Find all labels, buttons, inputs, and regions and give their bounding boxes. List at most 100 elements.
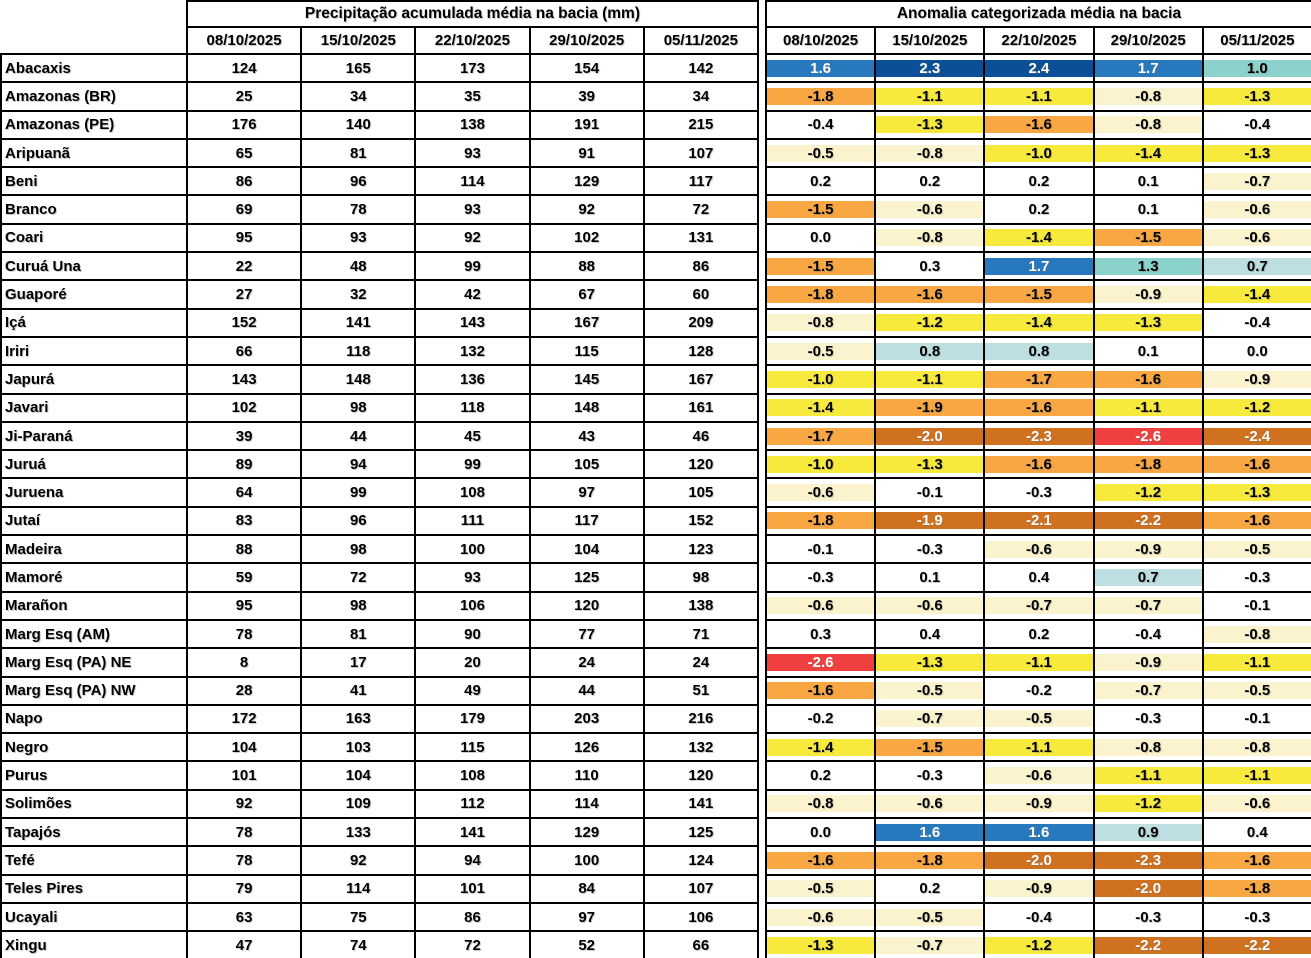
anomaly-value-cell: -0.7 xyxy=(1201,166,1311,197)
anomaly-category-fill: -0.5 xyxy=(877,908,983,926)
anomaly-category-fill: -0.6 xyxy=(1204,229,1310,247)
anomaly-value-cell: -0.8 xyxy=(1201,618,1311,650)
anomaly-value-cell: -0.8 xyxy=(764,307,877,338)
anomaly-value-cell: -0.5 xyxy=(1201,534,1311,565)
anomaly-value-cell: -0.9 xyxy=(1092,279,1204,310)
anomaly-value-cell: 0.4 xyxy=(983,562,1095,593)
anomaly-value-cell: -1.2 xyxy=(1201,392,1311,423)
precip-value-cell: 108 xyxy=(414,477,531,508)
precip-value-cell: 78 xyxy=(185,618,303,650)
table-row: -0.8 -0.6 -0.9 -1.2 -0.6 xyxy=(764,788,1311,820)
table-row: Marg Esq (PA) NE 8 17 20 24 24 xyxy=(0,647,759,678)
table-row: -1.0 -1.1 -1.7 -1.6 -0.9 xyxy=(764,364,1311,395)
anomaly-value-cell: 1.3 xyxy=(1092,251,1204,282)
anomaly-value-cell: -2.2 xyxy=(1201,930,1311,958)
table-row: -0.6 -0.5 -0.4 -0.3 -0.3 xyxy=(764,901,1311,933)
anomaly-category-fill: 0.9 xyxy=(1095,823,1201,841)
table-row: Marg Esq (PA) NW 28 41 49 44 51 xyxy=(0,675,759,706)
anomaly-category-fill: -2.0 xyxy=(1095,880,1201,898)
table-row: -1.4 -1.9 -1.6 -1.1 -1.2 xyxy=(764,392,1311,423)
precip-value-cell: 152 xyxy=(185,307,303,338)
anomaly-value-cell: -1.6 xyxy=(983,392,1095,423)
anomaly-category-fill: -0.5 xyxy=(986,710,1092,728)
anomaly-value-cell: -1.1 xyxy=(983,647,1095,678)
anomaly-value-cell: -1.7 xyxy=(764,420,877,452)
precip-value-cell: 143 xyxy=(185,364,303,395)
precip-value-cell: 49 xyxy=(414,675,531,706)
precip-value-cell: 20 xyxy=(414,647,531,678)
precip-value-cell: 124 xyxy=(185,52,303,84)
anomaly-value-cell: -1.0 xyxy=(764,364,877,395)
date-header: 29/10/2025 xyxy=(528,26,645,55)
date-header: 08/10/2025 xyxy=(185,26,303,55)
anomaly-value-cell: -2.6 xyxy=(1092,420,1204,452)
precip-value-cell: 129 xyxy=(528,817,645,848)
anomaly-value-cell: -0.3 xyxy=(874,760,986,791)
basin-name-cell: Marg Esq (PA) NW xyxy=(0,675,188,706)
precip-value-cell: 92 xyxy=(300,845,417,876)
corner-blank-cell xyxy=(1,27,187,54)
anomaly-category-fill: 0.1 xyxy=(1095,342,1201,360)
anomaly-value-cell: -0.4 xyxy=(1092,618,1204,650)
anomaly-category-fill: -0.1 xyxy=(877,484,983,502)
anomaly-category-fill: 0.2 xyxy=(986,172,1092,190)
anomaly-category-fill: -0.3 xyxy=(1204,568,1310,586)
corner-blank-cell xyxy=(1,1,187,27)
anomaly-value-cell: -0.1 xyxy=(1201,590,1311,621)
anomaly-value-cell: -1.4 xyxy=(983,222,1095,254)
anomaly-category-fill: -1.0 xyxy=(768,370,874,388)
precip-value-cell: 45 xyxy=(414,420,531,452)
anomaly-value-cell: -1.3 xyxy=(874,449,986,480)
anomaly-value-cell: -1.4 xyxy=(1092,137,1204,169)
anomaly-value-cell: -0.6 xyxy=(1201,194,1311,225)
table-row: Javari 102 98 118 148 161 xyxy=(0,392,759,423)
anomaly-value-cell: 0.3 xyxy=(874,251,986,282)
anomaly-category-fill: 0.0 xyxy=(768,229,874,247)
precip-value-cell: 138 xyxy=(642,590,759,621)
date-header: 29/10/2025 xyxy=(1092,26,1204,55)
anomaly-category-fill: 1.6 xyxy=(877,823,983,841)
precip-value-cell: 47 xyxy=(185,930,303,958)
precip-value-cell: 24 xyxy=(642,647,759,678)
anomaly-category-fill: -1.6 xyxy=(1204,455,1310,473)
anomaly-category-fill: -0.6 xyxy=(877,201,983,219)
table-row: -2.6 -1.3 -1.1 -0.9 -1.1 xyxy=(764,647,1311,678)
anomaly-category-fill: -1.5 xyxy=(768,201,874,219)
precip-value-cell: 92 xyxy=(528,194,645,225)
anomaly-category-fill: -0.5 xyxy=(1204,540,1310,558)
precip-value-cell: 44 xyxy=(300,420,417,452)
anomaly-value-cell: -1.3 xyxy=(874,647,986,678)
anomaly-value-cell: -0.6 xyxy=(1201,788,1311,820)
precip-value-cell: 28 xyxy=(185,675,303,706)
anomaly-category-fill: -0.5 xyxy=(1204,682,1310,700)
precip-value-cell: 79 xyxy=(185,873,303,904)
table-row: -0.5 0.2 -0.9 -2.0 -1.8 xyxy=(764,873,1311,904)
anomaly-value-cell: -0.3 xyxy=(983,477,1095,508)
anomaly-value-cell: -1.6 xyxy=(1201,505,1311,537)
precip-value-cell: 112 xyxy=(414,788,531,820)
precip-value-cell: 86 xyxy=(642,251,759,282)
basin-name-cell: Tefé xyxy=(0,845,188,876)
anomaly-category-fill: -0.6 xyxy=(986,540,1092,558)
basin-name-cell: Branco xyxy=(0,194,188,225)
precip-value-cell: 107 xyxy=(642,137,759,169)
anomaly-category-fill: -0.8 xyxy=(1204,738,1310,756)
anomaly-category-fill: -0.1 xyxy=(1204,597,1310,615)
precip-value-cell: 39 xyxy=(528,81,645,112)
precip-value-cell: 140 xyxy=(300,109,417,140)
anomaly-value-cell: -1.1 xyxy=(983,732,1095,763)
anomaly-category-fill: -1.6 xyxy=(986,116,1092,134)
anomaly-value-cell: -1.5 xyxy=(1092,222,1204,254)
anomaly-value-cell: 0.0 xyxy=(1201,335,1311,367)
anomaly-category-fill: -0.9 xyxy=(1095,540,1201,558)
precip-value-cell: 148 xyxy=(300,364,417,395)
anomaly-category-fill: -0.6 xyxy=(768,908,874,926)
anomaly-category-fill: -0.7 xyxy=(1204,172,1310,190)
anomaly-category-fill: 0.0 xyxy=(768,823,874,841)
anomaly-value-cell: -0.1 xyxy=(1201,703,1311,735)
precip-value-cell: 81 xyxy=(300,618,417,650)
date-header: 22/10/2025 xyxy=(414,26,531,55)
anomaly-category-fill: -1.8 xyxy=(1095,455,1201,473)
anomaly-category-fill: -2.2 xyxy=(1095,936,1201,954)
anomaly-value-cell: -0.6 xyxy=(1201,222,1311,254)
